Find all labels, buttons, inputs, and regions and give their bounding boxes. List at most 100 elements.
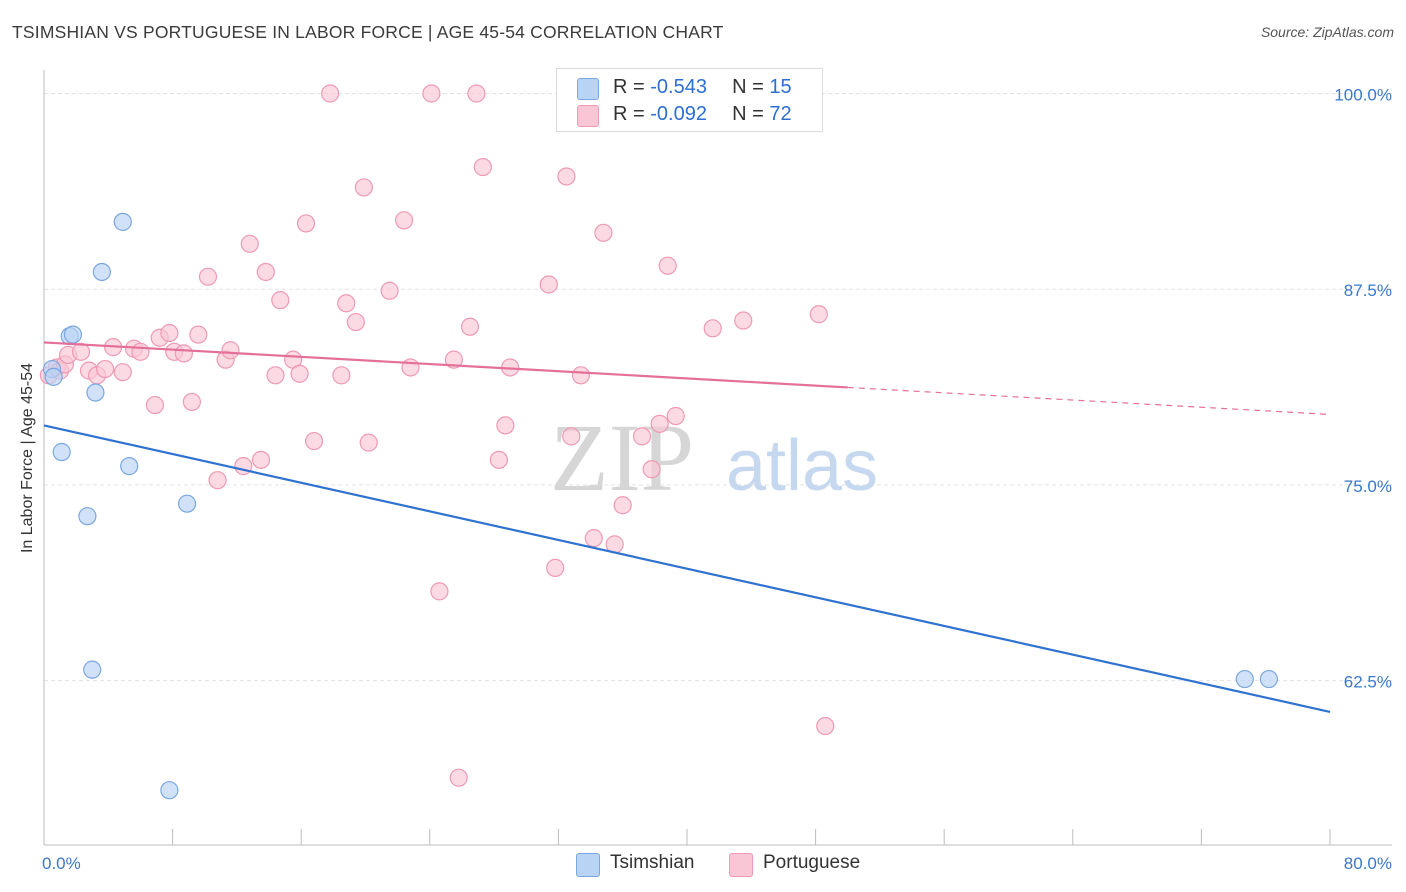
y-tick-label: 62.5%	[1344, 673, 1392, 692]
portuguese-point	[251, 450, 271, 469]
tsimshian-point	[120, 457, 139, 476]
portuguese-point	[346, 312, 365, 332]
axes	[43, 70, 1392, 846]
portuguese-point	[380, 281, 399, 300]
portuguese-point	[189, 325, 208, 344]
portuguese-point	[444, 350, 464, 369]
portuguese-point	[658, 256, 677, 275]
tsimshian-point	[92, 262, 111, 282]
portuguese-point	[539, 275, 558, 294]
portuguese-point	[198, 267, 218, 286]
x-tick-label: 80.0%	[1344, 854, 1392, 873]
portuguese-point	[557, 167, 576, 186]
tsimshian-point	[78, 507, 97, 526]
portuguese-point	[271, 291, 290, 310]
portuguese-point	[71, 342, 91, 361]
portuguese-point	[650, 414, 669, 433]
tsimshian-point	[86, 383, 105, 402]
watermark: ZIP atlas	[550, 404, 878, 511]
portuguese-point	[571, 366, 591, 385]
portuguese-point	[266, 366, 285, 385]
y-tick-label: 75.0%	[1344, 477, 1392, 496]
y-tick-label: 100.0%	[1334, 85, 1392, 104]
portuguese-point	[467, 84, 486, 103]
y-tick-label: 87.5%	[1344, 281, 1392, 300]
r-label: R =	[613, 103, 651, 125]
tsimshian-legend-swatch	[576, 853, 600, 877]
portuguese-point	[332, 366, 351, 385]
tsimshian-point	[83, 660, 102, 679]
n-label: N =	[732, 76, 770, 98]
portuguese-point	[337, 294, 356, 313]
portuguese-point	[809, 305, 828, 324]
source-label: Source: ZipAtlas.com	[1260, 24, 1394, 40]
portuguese-point	[182, 392, 201, 412]
trend-lines	[43, 341, 1331, 713]
tsimshian-legend-label: Tsimshian	[610, 852, 695, 873]
r-value: -0.092	[650, 103, 707, 125]
portuguese-point	[562, 427, 581, 446]
portuguese-point	[666, 406, 685, 426]
x-tick-label: 0.0%	[42, 854, 81, 873]
tsimshian-point	[1259, 669, 1279, 689]
tsimshian-point	[52, 442, 71, 462]
portuguese-point	[208, 471, 227, 490]
watermark-atlas: atlas	[726, 426, 878, 506]
portuguese-point	[354, 178, 373, 197]
portuguese-point	[290, 364, 309, 383]
portuguese-trend-extension	[847, 386, 1331, 416]
tsimshian-point	[113, 212, 132, 231]
portuguese-point	[460, 317, 480, 336]
portuguese-point	[594, 223, 613, 242]
portuguese-point	[473, 157, 492, 177]
tsimshian-trend-line	[43, 424, 1331, 713]
portuguese-point	[394, 211, 414, 230]
portuguese-point	[131, 342, 150, 361]
portuguese-point	[449, 768, 468, 787]
portuguese-point	[489, 450, 509, 469]
r-label: R =	[613, 76, 651, 98]
chart-title: TSIMSHIAN VS PORTUGUESE IN LABOR FORCE |…	[12, 22, 724, 42]
portuguese-trend-line	[43, 341, 848, 389]
n-label: N =	[732, 103, 770, 125]
portuguese-point	[145, 395, 165, 415]
portuguese-point	[632, 427, 652, 446]
tick-labels: 62.5% 75.0% 87.5% 100.0% 0.0% 80.0%	[42, 85, 1392, 873]
tsimshian-point	[63, 325, 83, 344]
portuguese-point	[221, 341, 240, 360]
portuguese-point	[359, 433, 378, 452]
stats-legend: R = -0.543 N = 15 R = -0.092 N = 72	[556, 68, 823, 132]
portuguese-point	[113, 363, 132, 382]
portuguese-point	[95, 359, 115, 379]
portuguese-point	[734, 311, 753, 330]
portuguese-point	[816, 716, 835, 736]
n-value: 15	[769, 76, 792, 98]
tsimshian-point	[160, 781, 179, 800]
portuguese-point	[256, 262, 275, 282]
portuguese-point	[160, 323, 179, 343]
portuguese-point	[496, 416, 515, 435]
tsimshian-point	[1235, 669, 1254, 689]
data-points	[39, 84, 1279, 800]
tsimshian-point	[44, 367, 63, 386]
portuguese-swatch	[577, 105, 599, 127]
portuguese-point	[642, 460, 661, 479]
portuguese-legend-label: Portuguese	[763, 852, 861, 873]
y-axis-label: In Labor Force | Age 45-54	[19, 362, 36, 554]
portuguese-point	[613, 496, 632, 515]
portuguese-point	[703, 319, 722, 338]
portuguese-point	[430, 582, 449, 601]
portuguese-point	[304, 431, 324, 451]
portuguese-point	[321, 84, 340, 103]
r-value: -0.543	[650, 76, 707, 98]
grid-lines	[44, 92, 1392, 682]
portuguese-point	[584, 529, 603, 548]
tsimshian-swatch	[577, 78, 599, 100]
portuguese-point	[422, 84, 441, 103]
portuguese-point	[296, 214, 316, 233]
portuguese-point	[240, 234, 259, 253]
portuguese-point	[174, 344, 193, 363]
portuguese-point	[546, 558, 565, 577]
n-value: 72	[769, 103, 792, 125]
